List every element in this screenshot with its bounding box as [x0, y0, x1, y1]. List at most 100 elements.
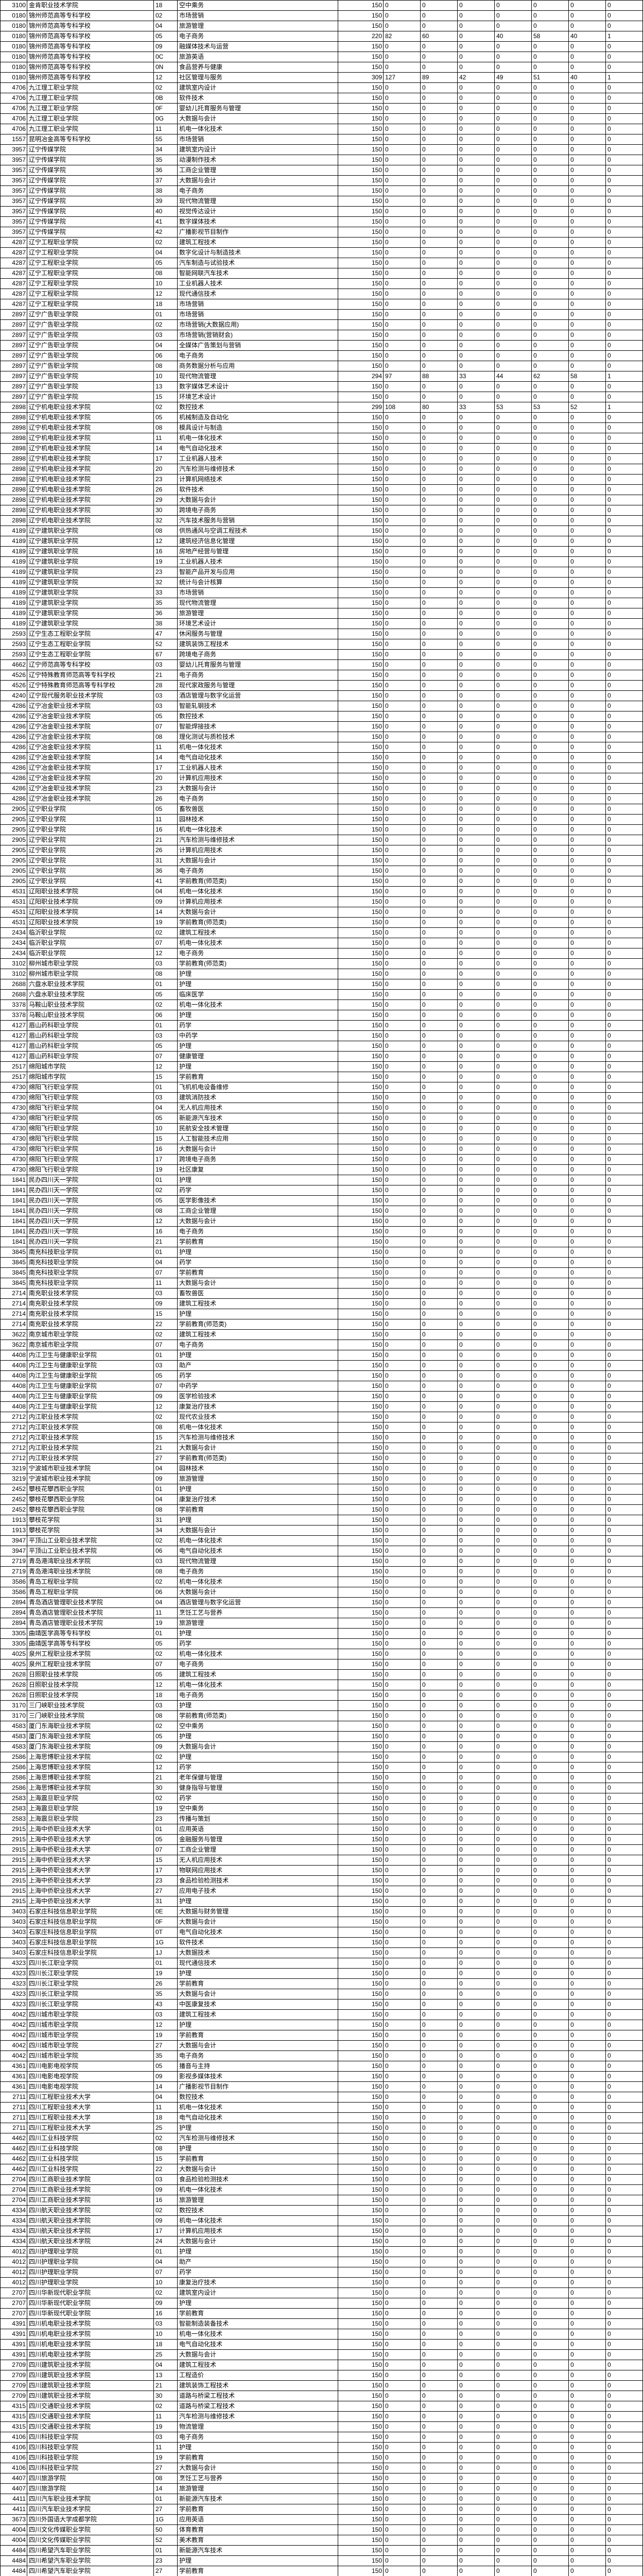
cell-v7[interactable]: 0: [605, 1690, 643, 1701]
cell-plan[interactable]: 150: [338, 690, 384, 701]
cell-v2[interactable]: 0: [420, 433, 458, 444]
cell-school_name[interactable]: 青岛港湾职业技术学院: [27, 1556, 154, 1567]
cell-school_code[interactable]: 4189: [0, 546, 27, 557]
cell-major_code[interactable]: 08: [153, 1710, 178, 1721]
cell-v4[interactable]: 0: [494, 361, 532, 371]
cell-v3[interactable]: 0: [457, 2092, 495, 2103]
cell-v7[interactable]: 0: [605, 1061, 643, 1072]
cell-major_code[interactable]: 01: [153, 1175, 178, 1185]
cell-v4[interactable]: 0: [494, 1556, 532, 1567]
cell-v3[interactable]: 0: [457, 1875, 495, 1886]
cell-v2[interactable]: 0: [420, 474, 458, 485]
cell-school_code[interactable]: 4287: [0, 299, 27, 310]
cell-v6[interactable]: 0: [568, 2040, 606, 2051]
cell-v6[interactable]: 0: [568, 1844, 606, 1855]
table-row[interactable]: 2586 上海思博职业技术学院 02 护理 150 0 0 0 0 0 0 0: [0, 1752, 643, 1762]
table-row[interactable]: 2714 南充职业技术学院 22 学前教育(师范类) 150 0 0 0 0 0 0 0: [0, 1319, 643, 1330]
cell-v1[interactable]: 0: [383, 1092, 421, 1103]
cell-plan[interactable]: 150: [338, 835, 384, 845]
cell-school_code[interactable]: 2688: [0, 979, 27, 990]
cell-school_code[interactable]: 4315: [0, 2411, 27, 2422]
cell-school_name[interactable]: 石家庄科技信息职业学院: [27, 1947, 154, 1958]
cell-plan[interactable]: 299: [338, 402, 384, 413]
cell-v6[interactable]: 0: [568, 1061, 606, 1072]
cell-v1[interactable]: 0: [383, 319, 421, 330]
cell-v3[interactable]: 0: [457, 670, 495, 681]
cell-v6[interactable]: 0: [568, 1370, 606, 1381]
cell-school_code[interactable]: 3305: [0, 1638, 27, 1649]
cell-major_code[interactable]: 1G: [153, 2514, 178, 2525]
cell-v1[interactable]: 0: [383, 2360, 421, 2370]
cell-v2[interactable]: 0: [420, 2421, 458, 2432]
cell-v5[interactable]: 0: [531, 1875, 569, 1886]
cell-major_name[interactable]: 建筑室内设计: [177, 82, 338, 93]
cell-v6[interactable]: 0: [568, 62, 606, 73]
cell-major_name[interactable]: 大数据与会计: [177, 113, 338, 124]
cell-major_code[interactable]: 16: [153, 2308, 178, 2319]
cell-school_name[interactable]: 宁波城市职业技术学院: [27, 1463, 154, 1474]
cell-school_name[interactable]: 九江理工职业学院: [27, 93, 154, 104]
cell-plan[interactable]: 150: [338, 999, 384, 1010]
cell-school_code[interactable]: 3957: [0, 185, 27, 196]
cell-v4[interactable]: 0: [494, 258, 532, 268]
cell-v4[interactable]: 0: [494, 381, 532, 392]
cell-v2[interactable]: 0: [420, 495, 458, 505]
cell-major_name[interactable]: 学前教育: [177, 1072, 338, 1082]
cell-v2[interactable]: 0: [420, 938, 458, 948]
cell-v2[interactable]: 0: [420, 412, 458, 423]
cell-v3[interactable]: 0: [457, 1412, 495, 1422]
cell-school_name[interactable]: 四川交通职业技术学院: [27, 2421, 154, 2432]
cell-v2[interactable]: 0: [420, 2205, 458, 2216]
cell-v5[interactable]: 0: [531, 124, 569, 134]
cell-plan[interactable]: 150: [338, 1309, 384, 1319]
cell-v4[interactable]: 0: [494, 2236, 532, 2247]
cell-v1[interactable]: 0: [383, 1412, 421, 1422]
table-row[interactable]: 4583 厦门东海职业技术学院 09 大数据与会计 150 0 0 0 0 0 0 0: [0, 1741, 643, 1752]
cell-v5[interactable]: 0: [531, 2380, 569, 2391]
cell-school_name[interactable]: 绵阳飞行职业学院: [27, 1103, 154, 1113]
cell-plan[interactable]: 150: [338, 196, 384, 207]
cell-major_code[interactable]: 03: [153, 1288, 178, 1299]
cell-v3[interactable]: 0: [457, 1164, 495, 1175]
cell-v1[interactable]: 0: [383, 1051, 421, 1062]
cell-v3[interactable]: 0: [457, 412, 495, 423]
cell-v5[interactable]: 0: [531, 1566, 569, 1577]
cell-major_code[interactable]: 02: [153, 1577, 178, 1587]
cell-v2[interactable]: 0: [420, 2535, 458, 2546]
cell-v6[interactable]: 0: [568, 1360, 606, 1371]
cell-v2[interactable]: 0: [420, 1772, 458, 1783]
cell-v6[interactable]: 0: [568, 567, 606, 578]
cell-v6[interactable]: 0: [568, 2504, 606, 2515]
cell-v1[interactable]: 0: [383, 2566, 421, 2576]
cell-school_code[interactable]: 4391: [0, 2349, 27, 2360]
cell-school_name[interactable]: 四川文化传媒职业学院: [27, 2524, 154, 2535]
cell-v7[interactable]: 0: [605, 773, 643, 784]
cell-v7[interactable]: 0: [605, 1680, 643, 1690]
cell-v4[interactable]: 0: [494, 989, 532, 1000]
cell-v2[interactable]: 0: [420, 1041, 458, 1052]
cell-v3[interactable]: 0: [457, 1865, 495, 1876]
cell-plan[interactable]: 150: [338, 2071, 384, 2082]
cell-v2[interactable]: 0: [420, 2473, 458, 2484]
cell-v3[interactable]: 0: [457, 196, 495, 207]
cell-v3[interactable]: 0: [457, 464, 495, 474]
cell-school_code[interactable]: 0180: [0, 72, 27, 83]
cell-v4[interactable]: 0: [494, 1185, 532, 1196]
cell-v1[interactable]: 0: [383, 1030, 421, 1041]
cell-v1[interactable]: 0: [383, 1422, 421, 1433]
table-row[interactable]: 2688 六盘水职业技术学院 05 临床医学 150 0 0 0 0 0 0 0: [0, 989, 643, 1000]
cell-v5[interactable]: 0: [531, 1030, 569, 1041]
cell-major_name[interactable]: 大数据与会计: [177, 2164, 338, 2175]
cell-major_code[interactable]: 0F: [153, 1917, 178, 1927]
cell-v7[interactable]: 0: [605, 2102, 643, 2113]
cell-major_name[interactable]: 应用电子技术: [177, 1886, 338, 1896]
cell-school_code[interactable]: 2898: [0, 412, 27, 423]
cell-v1[interactable]: 0: [383, 2452, 421, 2463]
cell-v3[interactable]: 33: [457, 371, 495, 382]
cell-v2[interactable]: 0: [420, 1082, 458, 1093]
cell-major_name[interactable]: 园林技术: [177, 814, 338, 825]
cell-v4[interactable]: 0: [494, 1989, 532, 1999]
cell-v3[interactable]: 0: [457, 2380, 495, 2391]
cell-v7[interactable]: 0: [605, 1958, 643, 1969]
cell-major_name[interactable]: 学前教育(师范类): [177, 958, 338, 969]
